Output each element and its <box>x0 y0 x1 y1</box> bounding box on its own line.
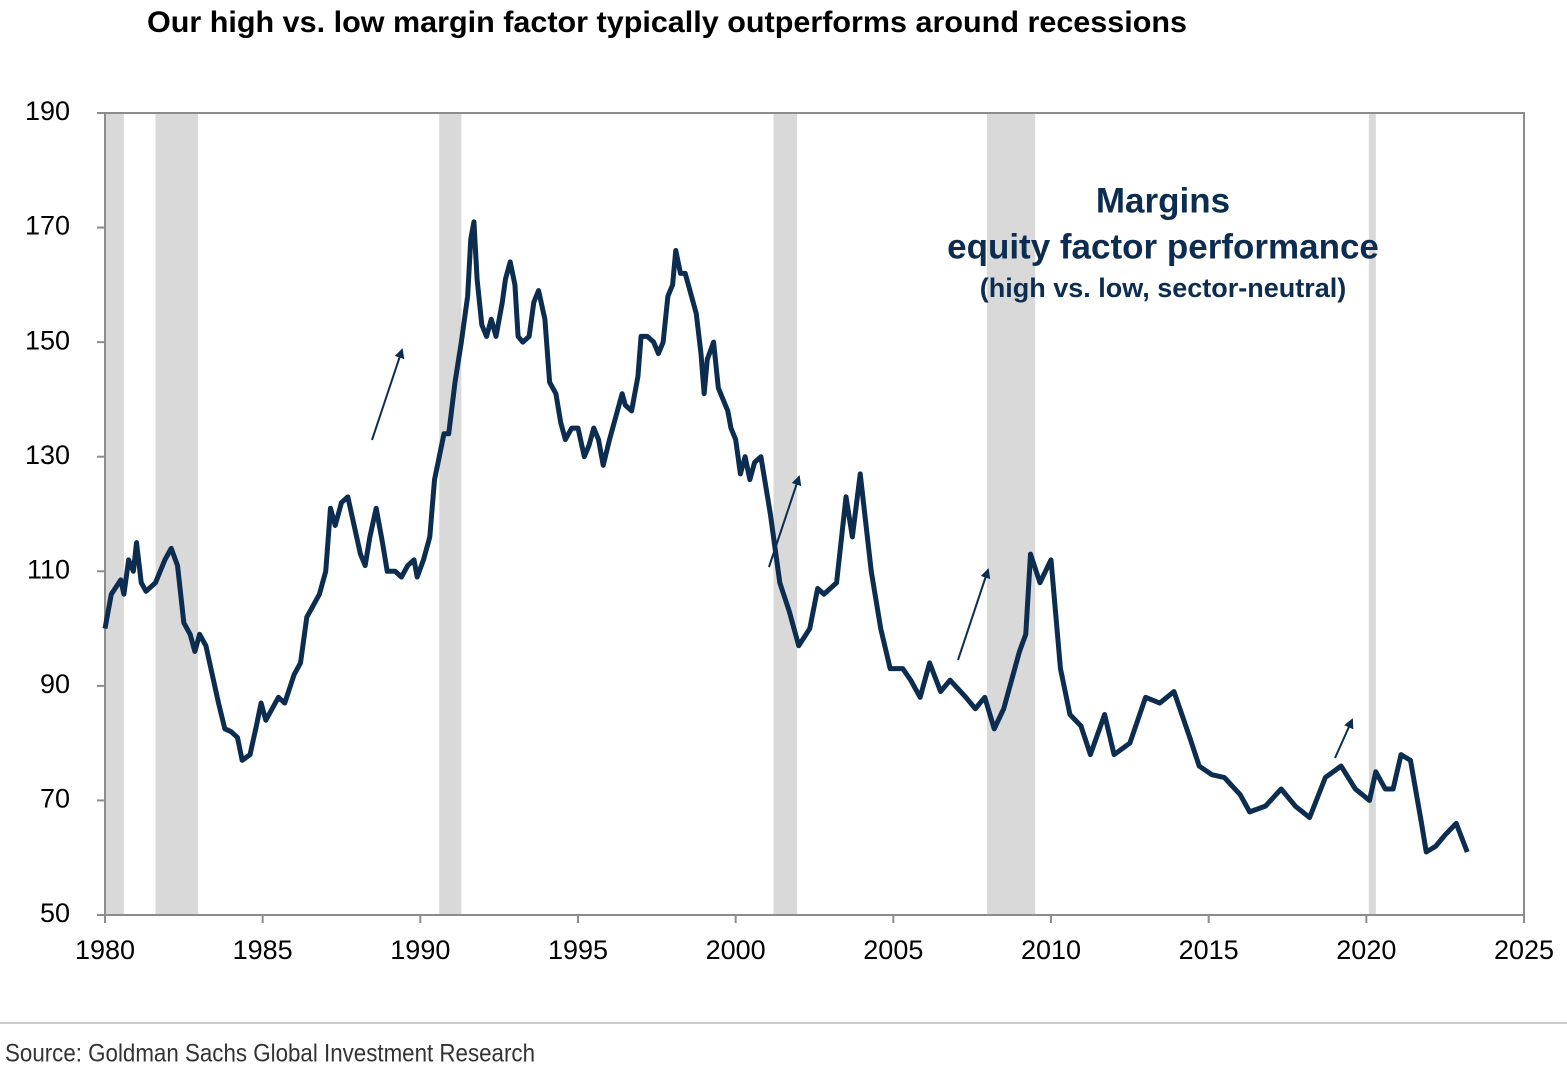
y-tick-label: 90 <box>40 669 70 699</box>
x-tick-label: 2000 <box>706 935 766 965</box>
x-tick-label: 2005 <box>863 935 923 965</box>
x-tick-label: 2025 <box>1494 935 1554 965</box>
recession-band <box>773 113 798 915</box>
arrow <box>371 348 405 441</box>
recession-band <box>986 113 1036 915</box>
annotation: equity factor performance <box>947 227 1379 266</box>
annotation: Margins <box>1096 181 1230 220</box>
x-tick-label: 1990 <box>390 935 450 965</box>
x-tick-label: 1985 <box>233 935 293 965</box>
arrow <box>1334 718 1354 759</box>
x-tick-label: 2010 <box>1021 935 1081 965</box>
annotation: (high vs. low, sector-neutral) <box>980 273 1347 303</box>
plot-area <box>105 113 1376 915</box>
y-tick-label: 70 <box>40 784 70 814</box>
y-tick-label: 170 <box>25 211 70 241</box>
x-tick-label: 1980 <box>75 935 135 965</box>
line <box>102 219 1470 855</box>
arrows <box>371 348 1354 759</box>
chart-title: Our high vs. low margin factor typically… <box>147 6 1187 39</box>
y-tick-label: 190 <box>25 96 70 126</box>
recession-band <box>1368 113 1376 915</box>
y-tick-label: 50 <box>40 898 70 928</box>
recession-band <box>105 113 124 915</box>
plot-border <box>104 112 1525 916</box>
source: Source: Goldman Sachs Global Investment … <box>5 1040 535 1068</box>
y-tick-label: 130 <box>25 440 70 470</box>
recession-band <box>155 113 199 915</box>
recession-band <box>439 113 462 915</box>
y-tick-label: 150 <box>25 325 70 355</box>
x-tick-label: 1995 <box>548 935 608 965</box>
arrow <box>957 568 991 661</box>
x-tick-label: 2020 <box>1336 935 1396 965</box>
x-tick-label: 2015 <box>1179 935 1239 965</box>
y-tick-label: 110 <box>27 554 70 584</box>
